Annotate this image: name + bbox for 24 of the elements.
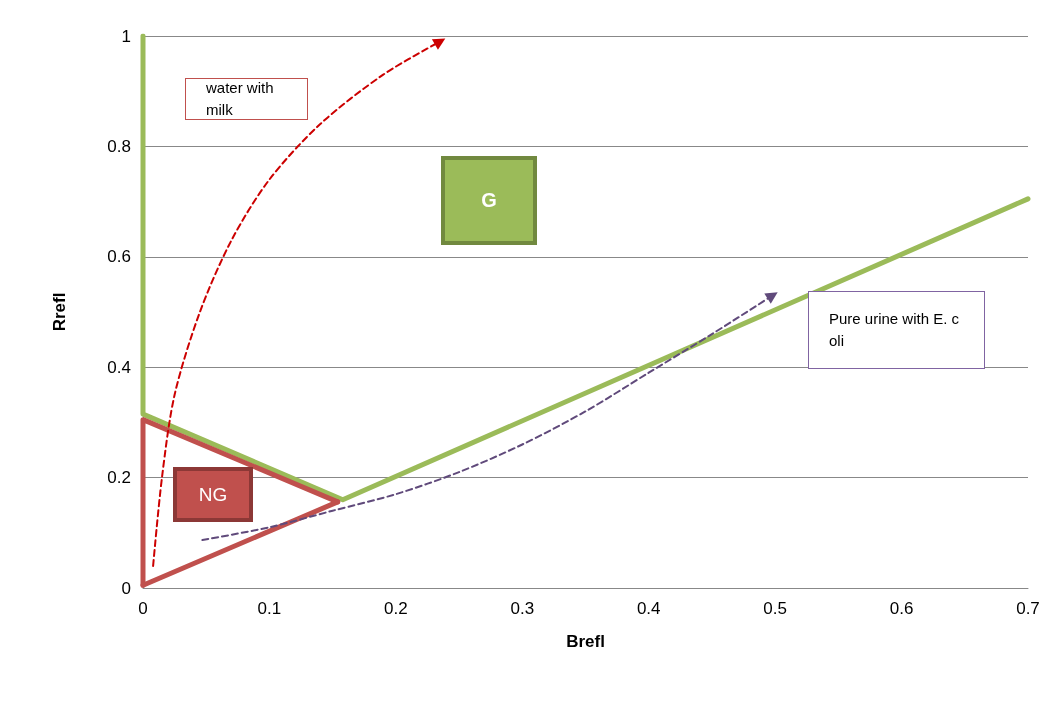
label-box: NG [173,467,253,522]
annotation: G [481,188,497,213]
annotation: water with milk [206,78,275,120]
y-tick-label: 0.8 [107,136,131,156]
x-tick-label: 0.5 [763,599,787,618]
label-box: G [441,156,537,245]
note-box: water with milk [185,78,308,120]
y-tick-label: 0.4 [107,357,131,377]
x-tick-label: 0.1 [257,599,282,618]
y-tick-label: 0.6 [107,247,131,267]
x-tick-label: 0.7 [1016,599,1040,618]
x-axis-title: Brefl [566,632,605,651]
x-tick-label: 0.2 [384,599,408,618]
x-tick-label: 0.6 [889,599,914,618]
note-box: Pure urine with E. c oli [808,291,985,369]
annotation: NG [198,482,228,507]
y-axis-title: Rrefl [50,292,69,332]
y-tick-label: 1 [121,26,131,46]
x-tick-label: 0.3 [510,599,535,618]
y-tick-label: 0 [121,578,131,598]
annotation: Pure urine with E. c oli [829,309,961,351]
y-tick-label: 0.2 [107,468,131,488]
x-tick-label: 0 [138,599,148,618]
x-tick-label: 0.4 [636,599,661,618]
